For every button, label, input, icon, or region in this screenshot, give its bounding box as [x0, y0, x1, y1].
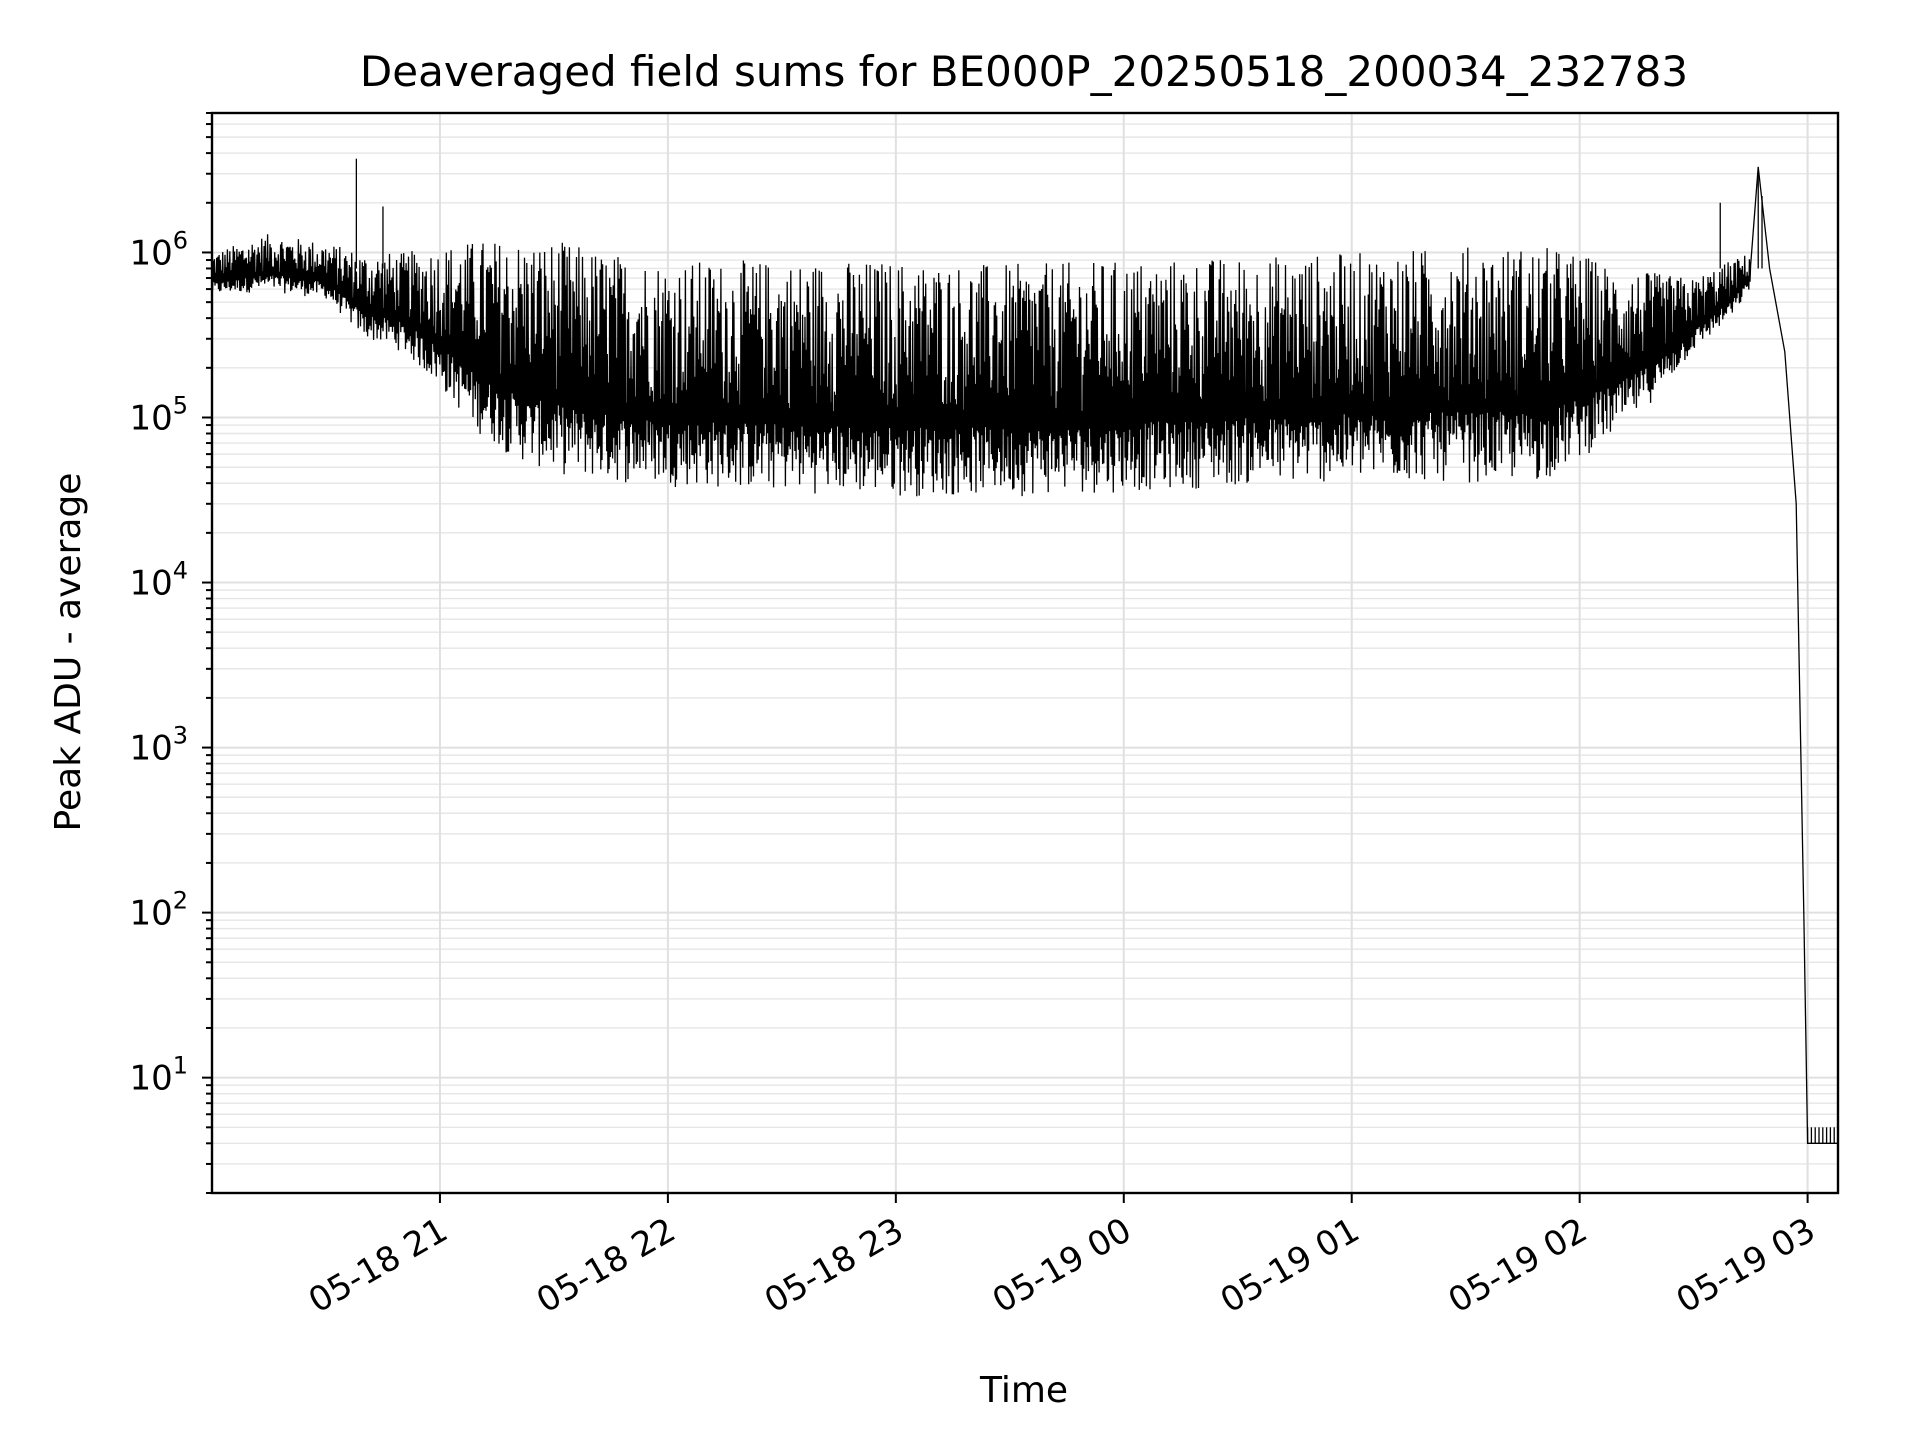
grid [212, 112, 1838, 1194]
y-tick-base: 10 [129, 894, 172, 934]
x-axis: 05-18 21 05-18 22 05-18 23 05-19 00 05-19 01… [302, 1193, 1822, 1321]
x-tick-label: 05-19 02 [1442, 1210, 1594, 1321]
y-tick-exponent: 3 [173, 722, 188, 750]
y-tick-base: 10 [129, 729, 172, 769]
y-tick-label: 106 [129, 226, 188, 273]
x-tick-label: 05-18 21 [302, 1210, 454, 1321]
y-tick-base: 10 [129, 564, 172, 604]
plot-frame [210, 111, 1840, 1195]
y-axis-label: Peak ADU - average [48, 473, 89, 832]
y-tick-label: 105 [129, 392, 188, 439]
series-area [211, 158, 1839, 1144]
y-tick-exponent: 1 [173, 1052, 188, 1080]
y-tick-label: 104 [129, 557, 188, 604]
y-tick-label: 103 [129, 722, 188, 769]
x-tick-label: 05-19 01 [1214, 1210, 1366, 1321]
y-tick-label: 101 [129, 1052, 188, 1099]
series-line [211, 166, 1838, 1144]
chart-title: Deaveraged field sums for BE000P_2025051… [360, 47, 1688, 96]
x-tick-label: 05-19 03 [1670, 1210, 1822, 1321]
y-tick-base: 10 [129, 1059, 172, 1099]
y-tick-base: 10 [129, 233, 172, 273]
y-tick-exponent: 5 [173, 392, 188, 420]
y-tick-exponent: 6 [173, 226, 188, 254]
x-tick-label: 05-18 23 [758, 1210, 910, 1321]
y-tick-label: 102 [129, 887, 188, 934]
y-tick-base: 10 [129, 399, 172, 439]
x-tick-label: 05-18 22 [530, 1210, 682, 1321]
x-tick-label: 05-19 00 [986, 1210, 1138, 1321]
y-tick-exponent: 2 [173, 887, 188, 915]
y-tick-exponent: 4 [173, 557, 188, 585]
x-axis-label: Time [979, 1370, 1068, 1411]
